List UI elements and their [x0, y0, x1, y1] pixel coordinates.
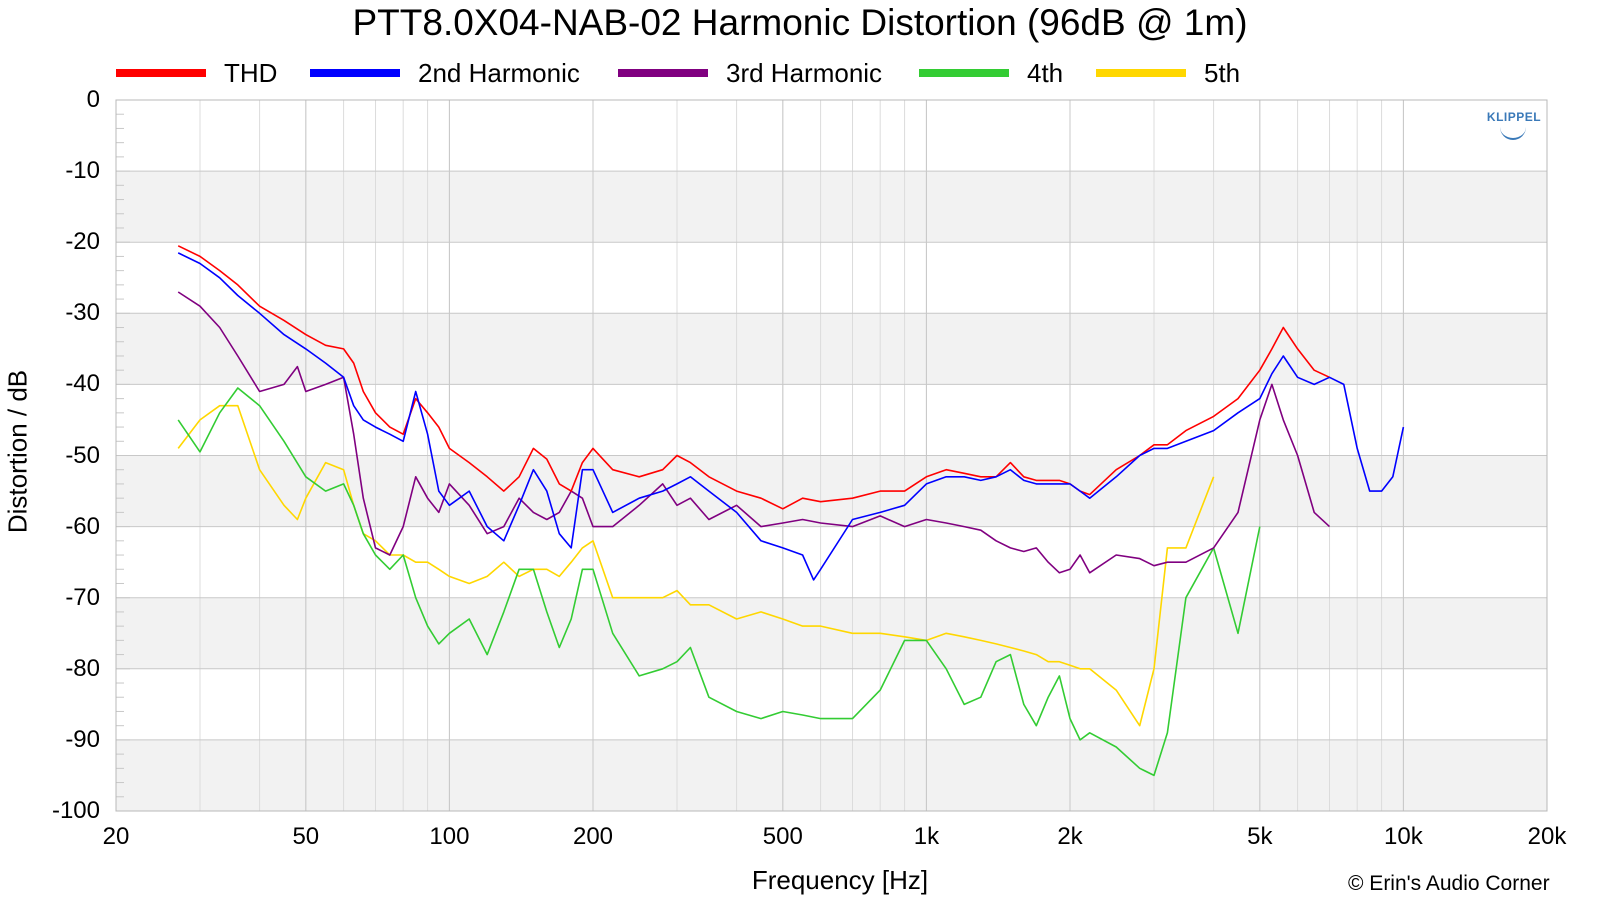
y-tick-label: -80 [65, 654, 100, 682]
y-minor-tick-marks [116, 99, 130, 812]
x-tick-label: 2k [1057, 823, 1083, 850]
grid-band [116, 242, 1547, 314]
legend-label-3rd-harmonic: 3rd Harmonic [726, 58, 883, 88]
grid-band [116, 313, 1547, 385]
grid-band [116, 739, 1547, 811]
series-line-2nd-harmonic [177, 252, 1405, 581]
klippel-logo: KLIPPEL [1486, 110, 1542, 124]
y-tick-label: 0 [86, 86, 100, 113]
legend-swatch-3rd-harmonic [618, 69, 708, 77]
series-line-4th [177, 387, 1261, 777]
y-tick-label: -70 [65, 583, 100, 611]
y-tick-label: -50 [65, 441, 100, 469]
grid-band [116, 455, 1547, 527]
y-tick-label: -20 [65, 228, 100, 256]
series-line-3rd-harmonic [177, 291, 1331, 574]
y-axis-label: Distortion / dB [2, 369, 33, 534]
series-layer [177, 245, 1405, 777]
x-tick-label: 5k [1247, 823, 1273, 850]
x-tick-label: 10k [1384, 823, 1423, 850]
x-tick-label: 20k [1527, 823, 1567, 850]
y-tick-label: -40 [65, 370, 100, 398]
chart-title: PTT8.0X04-NAB-02 Harmonic Distortion (96… [352, 2, 1248, 43]
grid-band [116, 597, 1547, 669]
x-tick-label: 500 [762, 823, 803, 850]
legend-label-5th: 5th [1204, 58, 1241, 88]
x-tick-label: 50 [292, 823, 320, 850]
legend-label-2nd-harmonic: 2nd Harmonic [418, 58, 580, 88]
x-axis-label: Frequency [Hz] [751, 865, 929, 895]
plot-frame [115, 99, 1548, 812]
legend-label-4th: 4th [1027, 58, 1064, 88]
credit-text: © Erin's Audio Corner [1348, 872, 1550, 895]
y-tick-label: -60 [65, 512, 100, 540]
legend-swatch-2nd-harmonic [310, 69, 400, 77]
klippel-logo-arc [1500, 126, 1526, 140]
series-line-thd [177, 245, 1330, 510]
y-tick-label: -30 [65, 299, 100, 327]
legend-swatch-4th [919, 69, 1009, 77]
legend-label-thd: THD [224, 58, 278, 88]
grid-band [116, 384, 1547, 456]
y-tick-label: -90 [65, 725, 100, 753]
grid-band [116, 100, 1547, 172]
x-tick-label: 200 [572, 823, 614, 850]
y-tick-label: -100 [51, 797, 100, 824]
grid-band [116, 526, 1547, 598]
grid-band [116, 171, 1547, 243]
legend-swatch-5th [1096, 69, 1186, 77]
legend-swatch-thd [116, 69, 206, 77]
y-tick-label: -10 [65, 157, 100, 185]
x-tick-label: 20 [102, 823, 130, 850]
x-tick-label: 1k [913, 823, 940, 850]
grid-band [116, 668, 1547, 740]
x-tick-label: 100 [429, 823, 470, 850]
